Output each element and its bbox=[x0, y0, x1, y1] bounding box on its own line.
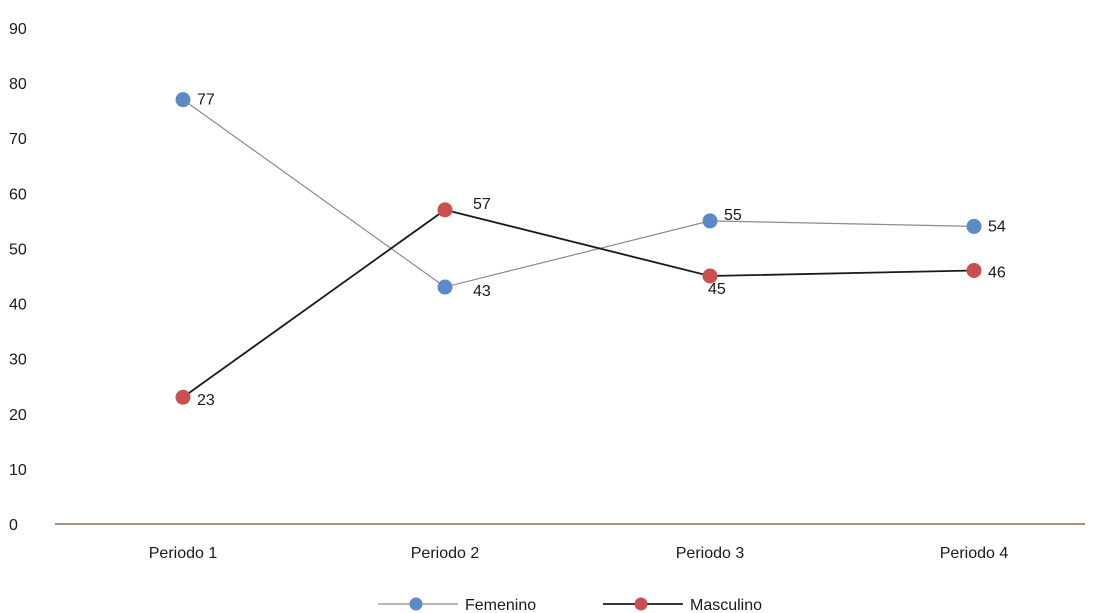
data-point-masculino bbox=[437, 202, 453, 218]
legend: Femenino Masculino bbox=[378, 597, 762, 613]
series-line-masculino bbox=[182, 208, 975, 398]
x-axis-tick-labels: Periodo 1 Periodo 2 Periodo 3 Periodo 4 bbox=[149, 545, 1009, 562]
x-tick-label: Periodo 3 bbox=[676, 545, 745, 562]
data-label-masculino: 45 bbox=[708, 281, 726, 298]
legend-marker-swatch bbox=[634, 597, 648, 611]
data-label-masculino: 57 bbox=[473, 196, 491, 213]
x-tick-label: Periodo 1 bbox=[149, 545, 218, 562]
legend-item-masculino: Masculino bbox=[603, 597, 762, 613]
y-tick-label: 70 bbox=[9, 131, 27, 148]
y-tick-label: 0 bbox=[9, 517, 18, 534]
y-tick-label: 20 bbox=[9, 407, 27, 424]
data-label-femenino: 54 bbox=[988, 218, 1006, 235]
legend-label: Femenino bbox=[465, 597, 536, 613]
data-label-femenino: 77 bbox=[197, 92, 215, 109]
y-tick-label: 40 bbox=[9, 297, 27, 314]
data-point-femenino bbox=[966, 218, 982, 234]
x-tick-label: Periodo 4 bbox=[940, 545, 1009, 562]
series-lines bbox=[182, 99, 975, 398]
data-point-masculino bbox=[702, 268, 718, 284]
series-markers bbox=[175, 92, 982, 405]
y-tick-label: 30 bbox=[9, 352, 27, 369]
series-line-femenino bbox=[182, 99, 975, 288]
y-tick-label: 80 bbox=[9, 76, 27, 93]
y-tick-label: 90 bbox=[9, 21, 27, 38]
legend-item-femenino: Femenino bbox=[378, 597, 536, 613]
data-point-masculino bbox=[175, 389, 191, 405]
data-point-femenino bbox=[437, 279, 453, 295]
legend-marker-swatch bbox=[409, 597, 423, 611]
data-label-femenino: 43 bbox=[473, 283, 491, 300]
data-labels: 77 43 55 54 23 57 45 46 bbox=[197, 92, 1006, 410]
data-label-femenino: 55 bbox=[724, 207, 742, 224]
legend-label: Masculino bbox=[690, 597, 762, 613]
y-tick-label: 50 bbox=[9, 241, 27, 258]
y-tick-label: 10 bbox=[9, 462, 27, 479]
data-label-masculino: 46 bbox=[988, 264, 1006, 281]
data-point-femenino bbox=[702, 213, 718, 229]
data-label-masculino: 23 bbox=[197, 392, 215, 409]
data-point-femenino bbox=[175, 92, 191, 108]
y-tick-label: 60 bbox=[9, 186, 27, 203]
data-point-masculino bbox=[966, 262, 982, 278]
x-tick-label: Periodo 2 bbox=[411, 545, 480, 562]
y-axis-tick-labels: 0 10 20 30 40 50 60 70 80 90 bbox=[9, 21, 27, 534]
